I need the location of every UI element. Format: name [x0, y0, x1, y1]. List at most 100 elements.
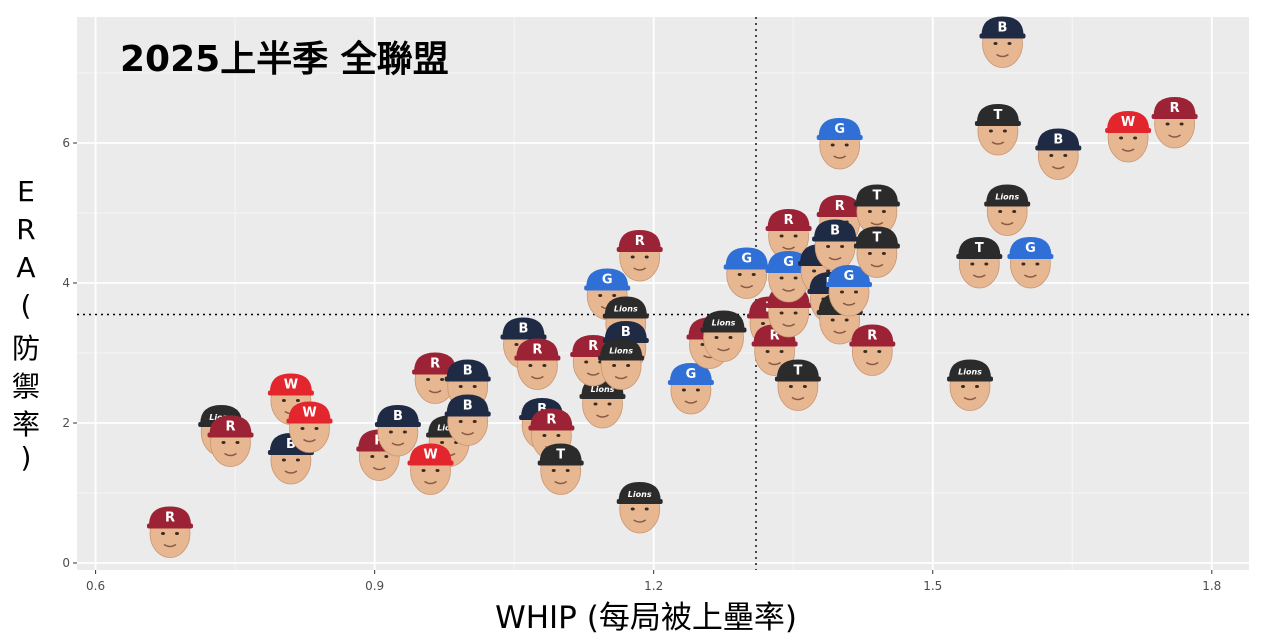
player-eye	[761, 322, 765, 325]
player-mouth	[633, 267, 647, 271]
team-cap-letter: Lions	[614, 305, 638, 314]
team-cap-letter: Lions	[609, 347, 633, 356]
team-cap-brim	[816, 135, 863, 140]
team-cap	[767, 209, 810, 228]
player-eye	[998, 210, 1003, 213]
team-cap-letter: G	[686, 367, 697, 382]
team-cap-letter: R	[225, 420, 235, 435]
player-point: R	[412, 352, 459, 404]
player-eye	[830, 143, 835, 147]
player-eye	[440, 378, 445, 381]
team-cap-letter: R	[784, 213, 794, 228]
player-mouth	[596, 414, 609, 418]
x-tick-label: 0.6	[86, 579, 105, 593]
player-eye	[421, 469, 426, 472]
x-tick-label: 0.9	[365, 579, 384, 593]
team-cap	[1153, 97, 1196, 116]
team-cap-brim	[849, 341, 896, 347]
y-axis-title-char: E	[17, 175, 35, 208]
team-cap-brim	[1007, 254, 1054, 259]
team-cap-brim	[579, 394, 626, 399]
player-mouth	[586, 372, 600, 376]
player-mouth	[768, 361, 781, 366]
player-eye	[607, 402, 612, 406]
player-mouth	[554, 480, 568, 485]
player-eye	[881, 210, 886, 213]
team-cap-brim	[514, 355, 561, 361]
team-cap-letter: B	[830, 224, 840, 239]
player-eye	[295, 458, 300, 462]
team-cap-brim	[826, 282, 872, 287]
player-mouth	[870, 263, 884, 268]
team-cap-letter: G	[834, 122, 845, 137]
player-point: Lions	[700, 310, 747, 362]
team-cap-brim	[853, 201, 900, 207]
team-cap-brim	[853, 243, 900, 249]
player-mouth	[1000, 221, 1014, 226]
y-tick-label: 4	[62, 276, 70, 290]
player-eye	[830, 318, 835, 322]
team-cap-letter: G	[602, 273, 613, 288]
y-tick-label: 0	[62, 556, 70, 570]
player-point: W	[1105, 111, 1152, 163]
player-mouth	[284, 470, 298, 474]
team-cap-brim	[1035, 145, 1082, 151]
x-tick-label: 1.8	[1202, 579, 1221, 593]
player-point: R	[1151, 97, 1198, 149]
player-eye	[993, 42, 998, 45]
player-eye	[1021, 262, 1026, 266]
team-cap-letter: R	[588, 339, 598, 354]
player-eye	[542, 434, 547, 437]
team-cap-brim	[444, 376, 491, 382]
team-cap-brim	[979, 33, 1026, 39]
player-point: R	[765, 209, 812, 261]
team-cap-brim	[765, 268, 812, 273]
player-eye	[161, 532, 165, 535]
chart-title: 2025上半季 全聯盟	[120, 38, 449, 80]
player-mouth	[991, 141, 1005, 145]
player-eye	[840, 290, 844, 294]
team-cap-brim	[751, 341, 798, 347]
team-cap	[949, 359, 991, 379]
player-eye	[788, 385, 793, 388]
team-cap	[604, 321, 647, 340]
player-eye	[612, 364, 617, 367]
team-cap-letter: B	[463, 399, 473, 414]
player-mouth	[870, 221, 884, 226]
team-cap-letter: B	[286, 437, 296, 452]
player-eye	[388, 430, 393, 434]
player-eye	[644, 507, 649, 511]
player-eye	[644, 255, 649, 259]
team-cap-brim	[207, 432, 254, 438]
y-axis-title-char: A	[16, 251, 36, 284]
player-eye	[1002, 129, 1007, 133]
y-axis-title-char: (	[20, 289, 32, 322]
player-point: R	[751, 324, 798, 376]
team-cap-brim	[407, 460, 454, 466]
player-mouth	[224, 452, 237, 457]
team-cap	[376, 405, 419, 424]
team-cap	[1009, 237, 1052, 256]
team-cap	[855, 226, 898, 246]
team-cap	[814, 219, 857, 239]
player-eye	[867, 210, 872, 213]
player-eye	[1179, 122, 1184, 126]
player-eye	[812, 269, 817, 273]
team-cap	[269, 373, 312, 393]
player-eye	[314, 427, 319, 430]
player-eye	[528, 364, 533, 367]
player-point: Lions	[984, 184, 1031, 236]
player-eye	[765, 350, 770, 353]
player-eye	[1049, 154, 1054, 157]
player-eye	[779, 276, 784, 280]
player-eye	[630, 507, 635, 511]
team-cap-letter: B	[537, 402, 547, 417]
player-eye	[235, 441, 240, 444]
y-axis-title-char: )	[20, 441, 32, 474]
team-cap-letter: Lions	[958, 368, 982, 377]
team-cap-brim	[816, 212, 863, 217]
team-cap-letter: R	[835, 199, 845, 214]
team-cap-brim	[667, 380, 714, 385]
team-cap-brim	[984, 201, 1031, 207]
